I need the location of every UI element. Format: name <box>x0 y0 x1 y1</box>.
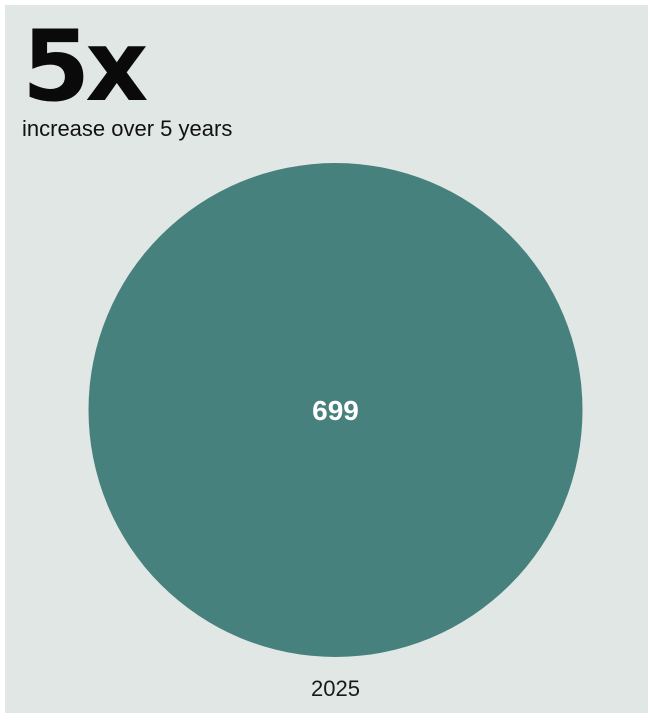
headline-caption: increase over 5 years <box>22 116 233 141</box>
category-label: 2025 <box>311 676 360 701</box>
bubble-series: 699 2025 <box>88 163 583 701</box>
bubble-2025 <box>88 163 583 657</box>
bubble-value-label: 699 <box>312 395 359 426</box>
headline-multiplier: 5x <box>22 10 148 124</box>
